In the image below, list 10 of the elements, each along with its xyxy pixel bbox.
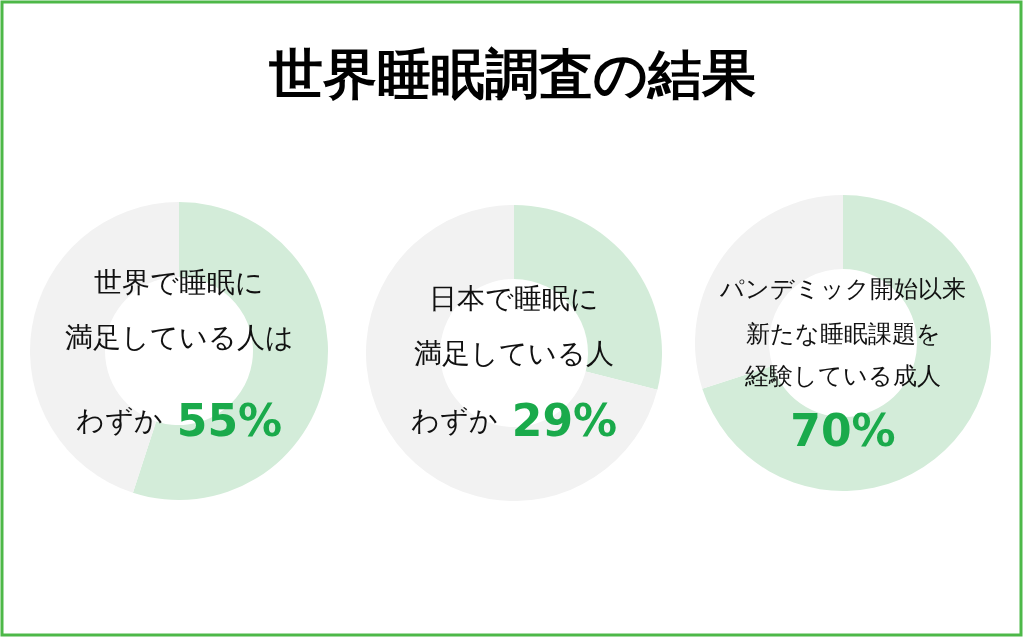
- annotation: わずか: [410, 404, 498, 438]
- annotation: 日本で睡眠に: [429, 282, 599, 316]
- annotation: 世界で睡眠に: [94, 266, 264, 300]
- annotation: 満足している人: [414, 337, 614, 371]
- annotation: 経験している成人: [745, 361, 941, 390]
- annotation: 新たな睡眠課題を: [745, 319, 941, 348]
- annotation: パンデミック開始以来: [720, 274, 966, 303]
- title: 世界睡眠調査の結果: [268, 43, 756, 106]
- annotation: 満足している人は: [64, 321, 294, 355]
- annotation: わずか: [75, 404, 163, 438]
